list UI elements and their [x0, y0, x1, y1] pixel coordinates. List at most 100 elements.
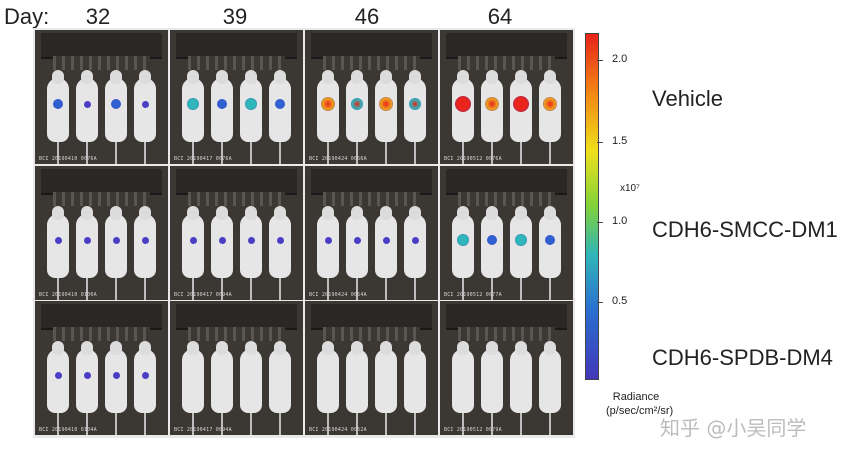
imaging-panel: BCI 20190424 0066A	[305, 30, 438, 164]
radiance-color-scale	[585, 33, 599, 380]
row-label-smcc-dm1: CDH6-SMCC-DM1	[652, 217, 838, 242]
mouse	[76, 341, 98, 435]
luminescence-signal	[247, 236, 255, 244]
imaging-panel: BCI 20190424 0052A	[305, 301, 438, 435]
luminescence-signal	[83, 236, 91, 244]
mouse	[481, 206, 503, 300]
mouse	[134, 341, 156, 435]
mouse	[375, 206, 397, 300]
imaging-panel: BCI 20190512 0077A	[440, 166, 573, 300]
holder-comb	[53, 327, 150, 341]
luminescence-signal	[218, 236, 226, 244]
imaging-panel: BCI 20190410 0104A	[35, 301, 168, 435]
mouse	[134, 70, 156, 164]
luminescence-signal	[515, 234, 527, 246]
panel-caption: BCI 20190512 0077A	[444, 292, 502, 298]
mouse	[539, 341, 561, 435]
mouse	[510, 70, 532, 164]
panel-caption: BCI 20190424 0054A	[309, 292, 367, 298]
mouse	[404, 206, 426, 300]
holder-comb	[53, 56, 150, 70]
imaging-panel: BCI 20190417 0076A	[170, 30, 303, 164]
luminescence-signal	[141, 100, 149, 108]
luminescence-signal	[187, 98, 199, 110]
luminescence-signal	[111, 99, 121, 109]
luminescence-signal	[112, 371, 120, 379]
mouse	[375, 341, 397, 435]
luminescence-signal	[411, 236, 419, 244]
luminescence-signal	[54, 371, 62, 379]
mouse	[481, 341, 503, 435]
luminescence-signal	[485, 97, 499, 111]
mouse	[510, 341, 532, 435]
luminescence-signal	[513, 96, 529, 112]
luminescence-signal	[487, 235, 497, 245]
mouse	[269, 341, 291, 435]
mouse	[481, 70, 503, 164]
mouse	[452, 206, 474, 300]
luminescence-signal	[457, 234, 469, 246]
luminescence-signal	[324, 236, 332, 244]
scale-tick	[597, 60, 603, 61]
imaging-panel: BCI 20190410 0100A	[35, 166, 168, 300]
luminescence-signal	[276, 236, 284, 244]
luminescence-signal	[353, 236, 361, 244]
day-64-label: 64	[487, 4, 513, 29]
mouse	[317, 70, 339, 164]
luminescence-signal	[379, 97, 393, 111]
mouse	[452, 70, 474, 164]
scale-tick	[597, 142, 603, 143]
panel-caption: BCI 20190410 0076A	[39, 156, 97, 162]
imaging-panel: BCI 20190424 0054A	[305, 166, 438, 300]
radiance-units: Radiance (p/sec/cm²/sr)	[606, 390, 674, 418]
luminescence-signal	[382, 236, 390, 244]
mouse	[47, 206, 69, 300]
imaging-panel: BCI 20190417 0094A	[170, 301, 303, 435]
day-39-label: 39	[222, 4, 248, 29]
luminescence-signal	[83, 371, 91, 379]
mouse	[105, 70, 127, 164]
scale-exponent: x10⁷	[620, 183, 640, 194]
mouse	[76, 70, 98, 164]
panel-caption: BCI 20190410 0104A	[39, 427, 97, 433]
panel-caption: BCI 20190512 0079A	[444, 427, 502, 433]
panel-caption: BCI 20190417 0094A	[174, 427, 232, 433]
holder-comb	[458, 192, 555, 206]
scale-tick-label: 1.5	[612, 135, 628, 147]
mouse	[269, 206, 291, 300]
scale-tick	[597, 302, 603, 303]
mouse	[211, 341, 233, 435]
mouse	[134, 206, 156, 300]
mouse	[47, 70, 69, 164]
imaging-panel: BCI 20190512 0079A	[440, 301, 573, 435]
panel-caption: BCI 20190424 0066A	[309, 156, 367, 162]
scale-tick	[597, 222, 603, 223]
holder-comb	[323, 327, 420, 341]
mouse	[211, 206, 233, 300]
mouse	[269, 70, 291, 164]
radiance-unit-text: (p/sec/cm²/sr)	[606, 405, 674, 417]
day-axis-label: Day:	[4, 4, 50, 29]
scale-tick-label: 2.0	[612, 53, 628, 65]
mouse	[510, 206, 532, 300]
row-label-spdb-dm4: CDH6-SPDB-DM4	[652, 345, 833, 370]
mouse	[240, 206, 262, 300]
luminescence-signal	[275, 99, 285, 109]
holder-comb	[53, 192, 150, 206]
luminescence-signal	[141, 236, 149, 244]
panel-caption: BCI 20190410 0100A	[39, 292, 97, 298]
holder-comb	[458, 56, 555, 70]
panel-caption: BCI 20190417 0076A	[174, 156, 232, 162]
holder-comb	[188, 327, 285, 341]
scale-tick-label: 1.0	[612, 215, 628, 227]
luminescence-signal	[409, 98, 421, 110]
luminescence-signal	[543, 97, 557, 111]
holder-comb	[323, 192, 420, 206]
mouse	[182, 206, 204, 300]
imaging-panel: BCI 20190512 0076A	[440, 30, 573, 164]
luminescence-signal	[545, 235, 555, 245]
day-32-label: 32	[85, 4, 111, 29]
mouse	[346, 341, 368, 435]
mouse	[105, 341, 127, 435]
scale-tick-label: 0.5	[612, 295, 628, 307]
